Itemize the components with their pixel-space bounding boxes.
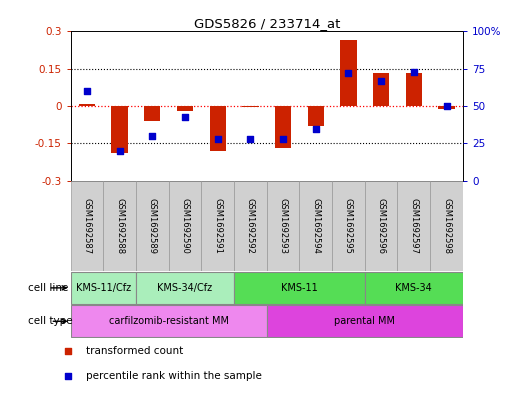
Text: GSM1692595: GSM1692595	[344, 198, 353, 254]
Point	[116, 148, 124, 154]
Text: KMS-34: KMS-34	[395, 283, 432, 293]
Text: cell type: cell type	[28, 316, 73, 326]
Bar	[365, 272, 463, 304]
Bar	[71, 305, 267, 337]
Text: GSM1692590: GSM1692590	[180, 198, 189, 254]
Bar	[299, 181, 332, 271]
Bar	[104, 181, 136, 271]
Point	[279, 136, 287, 142]
Text: cell line: cell line	[28, 283, 69, 293]
Text: percentile rank within the sample: percentile rank within the sample	[86, 371, 262, 381]
Title: GDS5826 / 233714_at: GDS5826 / 233714_at	[194, 17, 340, 30]
Bar	[210, 106, 226, 151]
Bar	[234, 181, 267, 271]
Bar	[332, 181, 365, 271]
Bar	[136, 181, 168, 271]
Text: GSM1692594: GSM1692594	[311, 198, 320, 254]
Point	[148, 133, 156, 139]
Point	[246, 136, 255, 142]
Text: GSM1692598: GSM1692598	[442, 198, 451, 254]
Bar	[144, 106, 161, 121]
Point	[410, 69, 418, 75]
Text: GSM1692591: GSM1692591	[213, 198, 222, 254]
Text: KMS-34/Cfz: KMS-34/Cfz	[157, 283, 212, 293]
Bar	[397, 181, 430, 271]
Bar	[275, 106, 291, 149]
Point	[442, 103, 451, 109]
Bar	[430, 181, 463, 271]
Bar	[168, 181, 201, 271]
Bar	[267, 181, 299, 271]
Text: GSM1692597: GSM1692597	[410, 198, 418, 254]
Text: GSM1692593: GSM1692593	[279, 198, 288, 254]
Text: parental MM: parental MM	[334, 316, 395, 326]
Text: GSM1692588: GSM1692588	[115, 198, 124, 254]
Bar	[340, 40, 357, 106]
Bar	[242, 106, 258, 107]
Text: GSM1692592: GSM1692592	[246, 198, 255, 254]
Text: carfilzomib-resistant MM: carfilzomib-resistant MM	[109, 316, 229, 326]
Bar	[71, 272, 136, 304]
Point	[181, 114, 189, 120]
Point	[377, 77, 385, 84]
Bar	[438, 106, 454, 108]
Text: KMS-11/Cfz: KMS-11/Cfz	[76, 283, 131, 293]
Bar	[267, 305, 463, 337]
Bar	[365, 181, 397, 271]
Bar	[71, 181, 104, 271]
Bar	[373, 72, 389, 106]
Text: GSM1692587: GSM1692587	[83, 198, 92, 254]
Text: GSM1692596: GSM1692596	[377, 198, 385, 254]
Point	[344, 70, 353, 76]
Bar	[308, 106, 324, 126]
Bar	[201, 181, 234, 271]
Bar	[136, 272, 234, 304]
Bar	[79, 104, 95, 106]
Text: transformed count: transformed count	[86, 346, 184, 356]
Point	[213, 136, 222, 142]
Point	[83, 88, 91, 94]
Point	[312, 125, 320, 132]
Bar	[406, 72, 422, 106]
Text: KMS-11: KMS-11	[281, 283, 318, 293]
Bar	[177, 106, 193, 111]
Bar	[234, 272, 365, 304]
Text: GSM1692589: GSM1692589	[148, 198, 157, 254]
Bar	[111, 106, 128, 153]
